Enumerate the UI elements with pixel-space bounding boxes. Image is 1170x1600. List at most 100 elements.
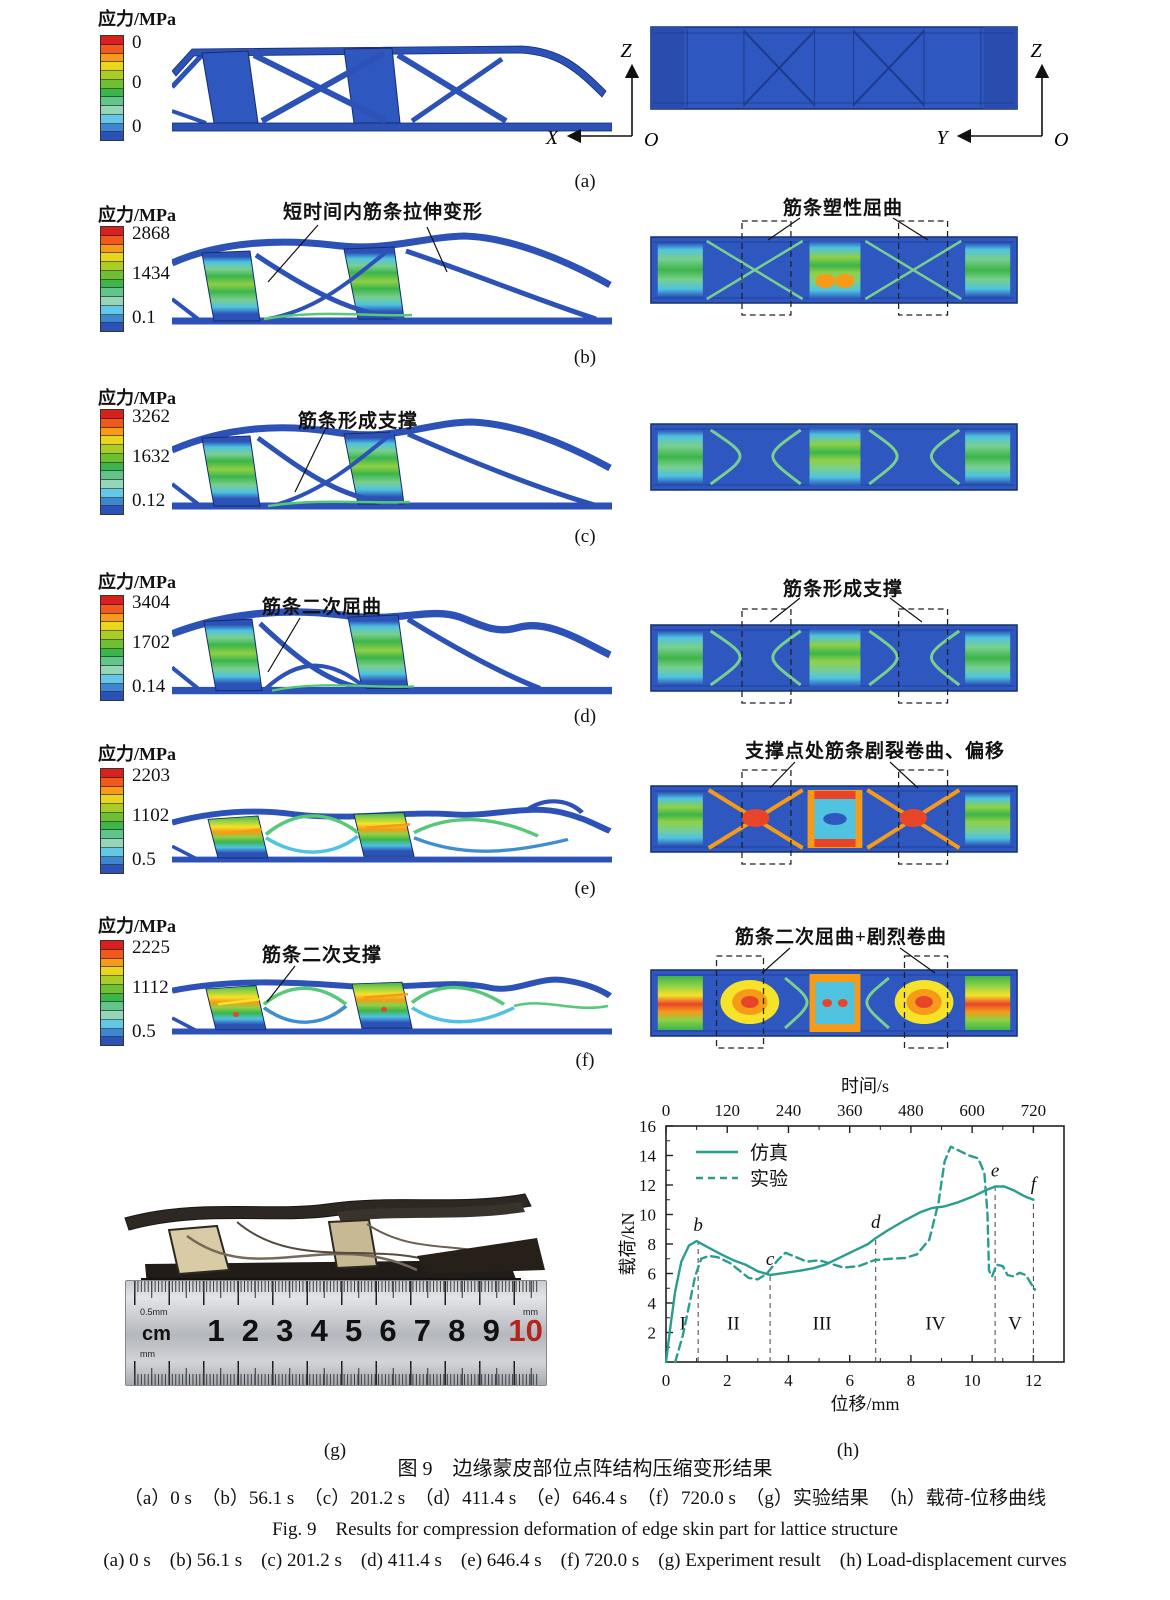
colorbar-tick-min: 0.12 — [132, 490, 166, 511]
colorbar-title: 应力/MPa — [98, 916, 176, 936]
svg-text:16: 16 — [639, 1117, 656, 1136]
colorbar-segment — [101, 777, 123, 787]
figure-row-gh: 0.5mm mm mm cm 1 2 3 4 5 6 7 8 9 10 (g) 0 120 240 36… — [0, 1072, 1170, 1467]
subfigure-tag-g: (g) — [323, 1440, 347, 1461]
svg-text:12: 12 — [639, 1176, 656, 1195]
subfigure-tag-c: (c) — [574, 526, 596, 547]
colorbar-segment — [101, 958, 123, 968]
dashed-callout-box — [741, 608, 792, 704]
specimen-photo-sketch — [124, 1193, 545, 1286]
annotation-right: 筋条塑性屈曲 — [783, 198, 904, 219]
colorbar-segment — [101, 79, 123, 89]
figure-row-e: 应力/MPa 2203 1102 0.5 — [0, 728, 1170, 900]
series-simulation — [664, 1185, 1035, 1364]
colorbar-segment — [101, 62, 123, 71]
subfigure-tag-a: (a) — [574, 171, 596, 192]
ruler-number: 1 — [207, 1313, 225, 1348]
svg-text:12: 12 — [1025, 1371, 1042, 1390]
colorbar-segment — [101, 123, 123, 133]
colorbar-strip — [100, 940, 124, 1046]
colorbar-strip — [100, 226, 124, 332]
svg-text:I: I — [680, 1314, 686, 1335]
colorbar-tick-min: 0 — [132, 116, 142, 137]
colorbar-segment — [101, 839, 123, 848]
colorbar-segment — [101, 497, 123, 507]
svg-text:720: 720 — [1021, 1101, 1047, 1120]
ruler-number: 7 — [413, 1313, 432, 1348]
colorbar-title: 应力/MPa — [98, 744, 176, 764]
colorbar-tick-max: 2868 — [132, 223, 170, 244]
colorbar-segment — [101, 262, 123, 271]
fea-front-view-c — [650, 423, 1018, 491]
colorbar-segment — [101, 993, 123, 1003]
colorbar-segment — [101, 314, 123, 324]
annotation-left: 筋条二次支撑 — [262, 945, 383, 966]
colorbar-tick-max: 2225 — [132, 937, 170, 958]
svg-text:10: 10 — [964, 1371, 981, 1390]
colorbar-segment — [101, 821, 123, 831]
colorbar-segment — [101, 480, 123, 489]
load-displacement-chart: 0 120 240 360 480 600 720 时间/s 0 2 4 6 8 10 12 位移/mm 2 4 6… — [618, 1074, 1078, 1419]
colorbar-segment — [101, 804, 123, 813]
ruler-ticks-top — [134, 1281, 538, 1305]
svg-text:0: 0 — [662, 1101, 671, 1120]
colorbar-segment — [101, 227, 123, 236]
colorbar-segment — [101, 445, 123, 454]
ruler-number: 3 — [276, 1313, 294, 1348]
dashed-callout-box — [715, 955, 765, 1049]
fea-side-view-b — [172, 232, 612, 325]
colorbar-segment — [101, 830, 123, 839]
svg-text:240: 240 — [776, 1101, 802, 1120]
colorbar-segment — [101, 692, 123, 700]
colorbar-tick-max: 0 — [132, 32, 142, 53]
fea-front-view-b — [650, 220, 1018, 316]
figure-subcaption-en: (a) 0 s (b) 56.1 s (c) 201.2 s (d) 411.4… — [103, 1550, 1067, 1571]
series-experiment — [674, 1145, 1037, 1364]
svg-text:6: 6 — [845, 1371, 854, 1390]
colorbar-segment — [101, 506, 123, 514]
colorbar-segment — [101, 44, 123, 54]
axis-label-y: Y — [936, 127, 949, 149]
colorbar-segment — [101, 674, 123, 684]
dashed-callout-box — [741, 769, 792, 865]
ruler-unit-cm: cm — [142, 1323, 171, 1345]
colorbar-segment — [101, 453, 123, 463]
colorbar-tick-min: 0.1 — [132, 307, 156, 328]
fea-side-view-e — [172, 799, 612, 863]
ruler-number: 2 — [241, 1313, 260, 1348]
colorbar-tick-max: 2203 — [132, 765, 170, 786]
dashed-callout-box — [897, 769, 949, 865]
axis-origin-right: O — [1054, 129, 1068, 151]
colorbar-segment — [101, 427, 123, 437]
svg-text:6: 6 — [648, 1265, 657, 1284]
colorbar-tick-max: 3262 — [132, 406, 170, 427]
colorbar-segment — [101, 253, 123, 262]
colorbar-segment — [101, 270, 123, 280]
colorbar-tick-mid: 1434 — [132, 263, 170, 284]
svg-text:载荷/kN: 载荷/kN — [618, 1212, 638, 1275]
ruler-number: 6 — [379, 1313, 397, 1348]
ruler-number: 10 — [508, 1313, 543, 1348]
colorbar-segment — [101, 436, 123, 445]
svg-text:360: 360 — [837, 1101, 863, 1120]
colorbar-tick-mid: 1102 — [132, 805, 170, 826]
subfigure-tag-d: (d) — [573, 706, 597, 727]
svg-text:0: 0 — [662, 1371, 671, 1390]
colorbar-segment — [101, 1028, 123, 1038]
axis-origin-left: O — [644, 129, 658, 151]
svg-text:4: 4 — [648, 1294, 657, 1313]
colorbar-segment — [101, 631, 123, 640]
colorbar-segment — [101, 648, 123, 658]
colorbar-segment — [101, 865, 123, 873]
svg-text:V: V — [1008, 1314, 1022, 1335]
colorbar-tick-max: 3404 — [132, 592, 170, 613]
annotation-right: 支撑点处筋条剧裂卷曲、偏移 — [745, 741, 1006, 762]
colorbar-strip — [100, 35, 124, 141]
figure-caption-en: Fig. 9 Results for compression deformati… — [272, 1519, 898, 1540]
svg-text:14: 14 — [639, 1147, 657, 1166]
colorbar-segment — [101, 279, 123, 289]
colorbar-segment — [101, 297, 123, 306]
colorbar-segment — [101, 471, 123, 480]
colorbar-segment — [101, 622, 123, 631]
svg-text:600: 600 — [959, 1101, 985, 1120]
